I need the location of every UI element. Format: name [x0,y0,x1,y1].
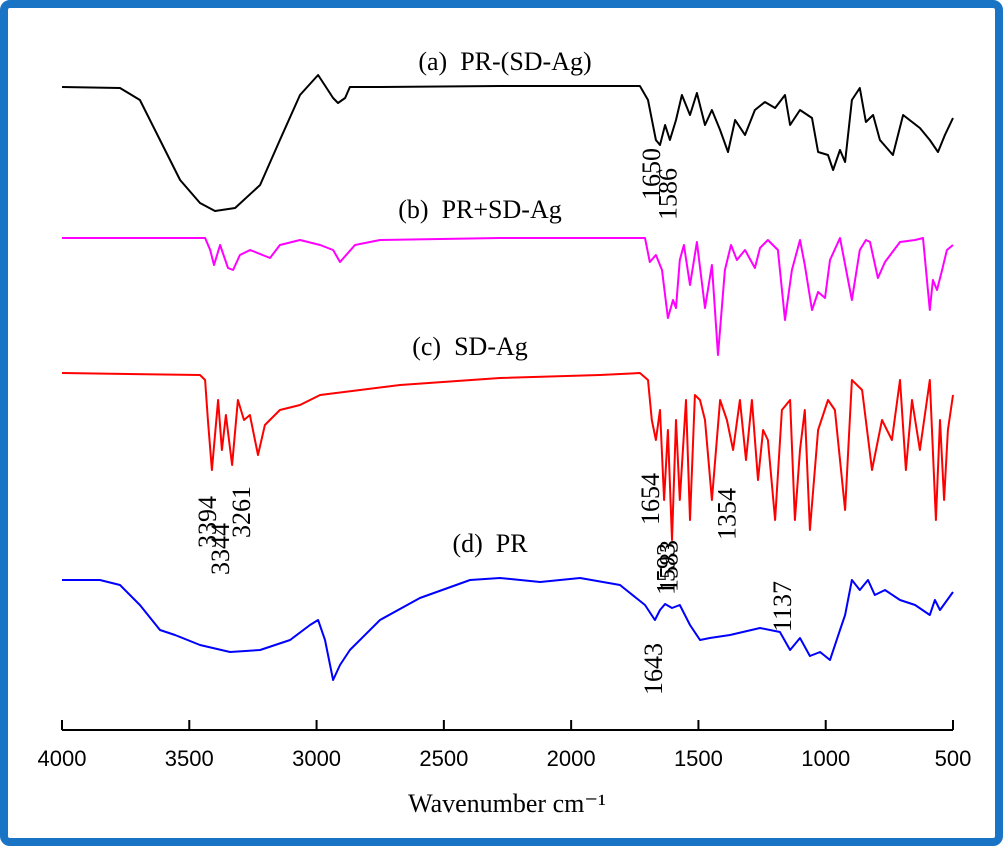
peak-label: 1650 [637,148,666,200]
x-tick-label: 2000 [547,746,596,771]
peak-label: 1593 [652,543,681,595]
spectrum-line [61,74,954,212]
spectrum-line [61,372,954,541]
spectrum-line [62,577,954,681]
series-label: (c) SD-Ag [412,332,528,361]
peak-label: 1354 [713,488,742,540]
peak-label: 1583 [654,540,683,592]
series-label: (a) PR-(SD-Ag) [418,47,591,76]
peak-label: 1643 [639,643,668,695]
series-label: (b) PR+SD-Ag [398,195,561,224]
peak-label: 3344 [206,523,235,575]
peak-label: 1654 [636,473,665,525]
peak-label: 3394 [193,496,222,548]
peak-label: 3261 [227,486,256,538]
x-tick-label: 2500 [419,746,468,771]
x-axis-title: Wavenumber cm⁻¹ [408,789,606,818]
peak-label: 1586 [654,168,683,220]
x-tick-label: 4000 [38,746,87,771]
x-tick-label: 1000 [801,746,850,771]
x-tick-label: 3000 [292,746,341,771]
series-label: (d) PR [452,529,528,558]
x-tick-label: 500 [935,746,972,771]
peak-label: 1137 [768,581,797,632]
spectrum-line [62,237,954,356]
x-tick-label: 1500 [674,746,723,771]
x-tick-label: 3500 [165,746,214,771]
